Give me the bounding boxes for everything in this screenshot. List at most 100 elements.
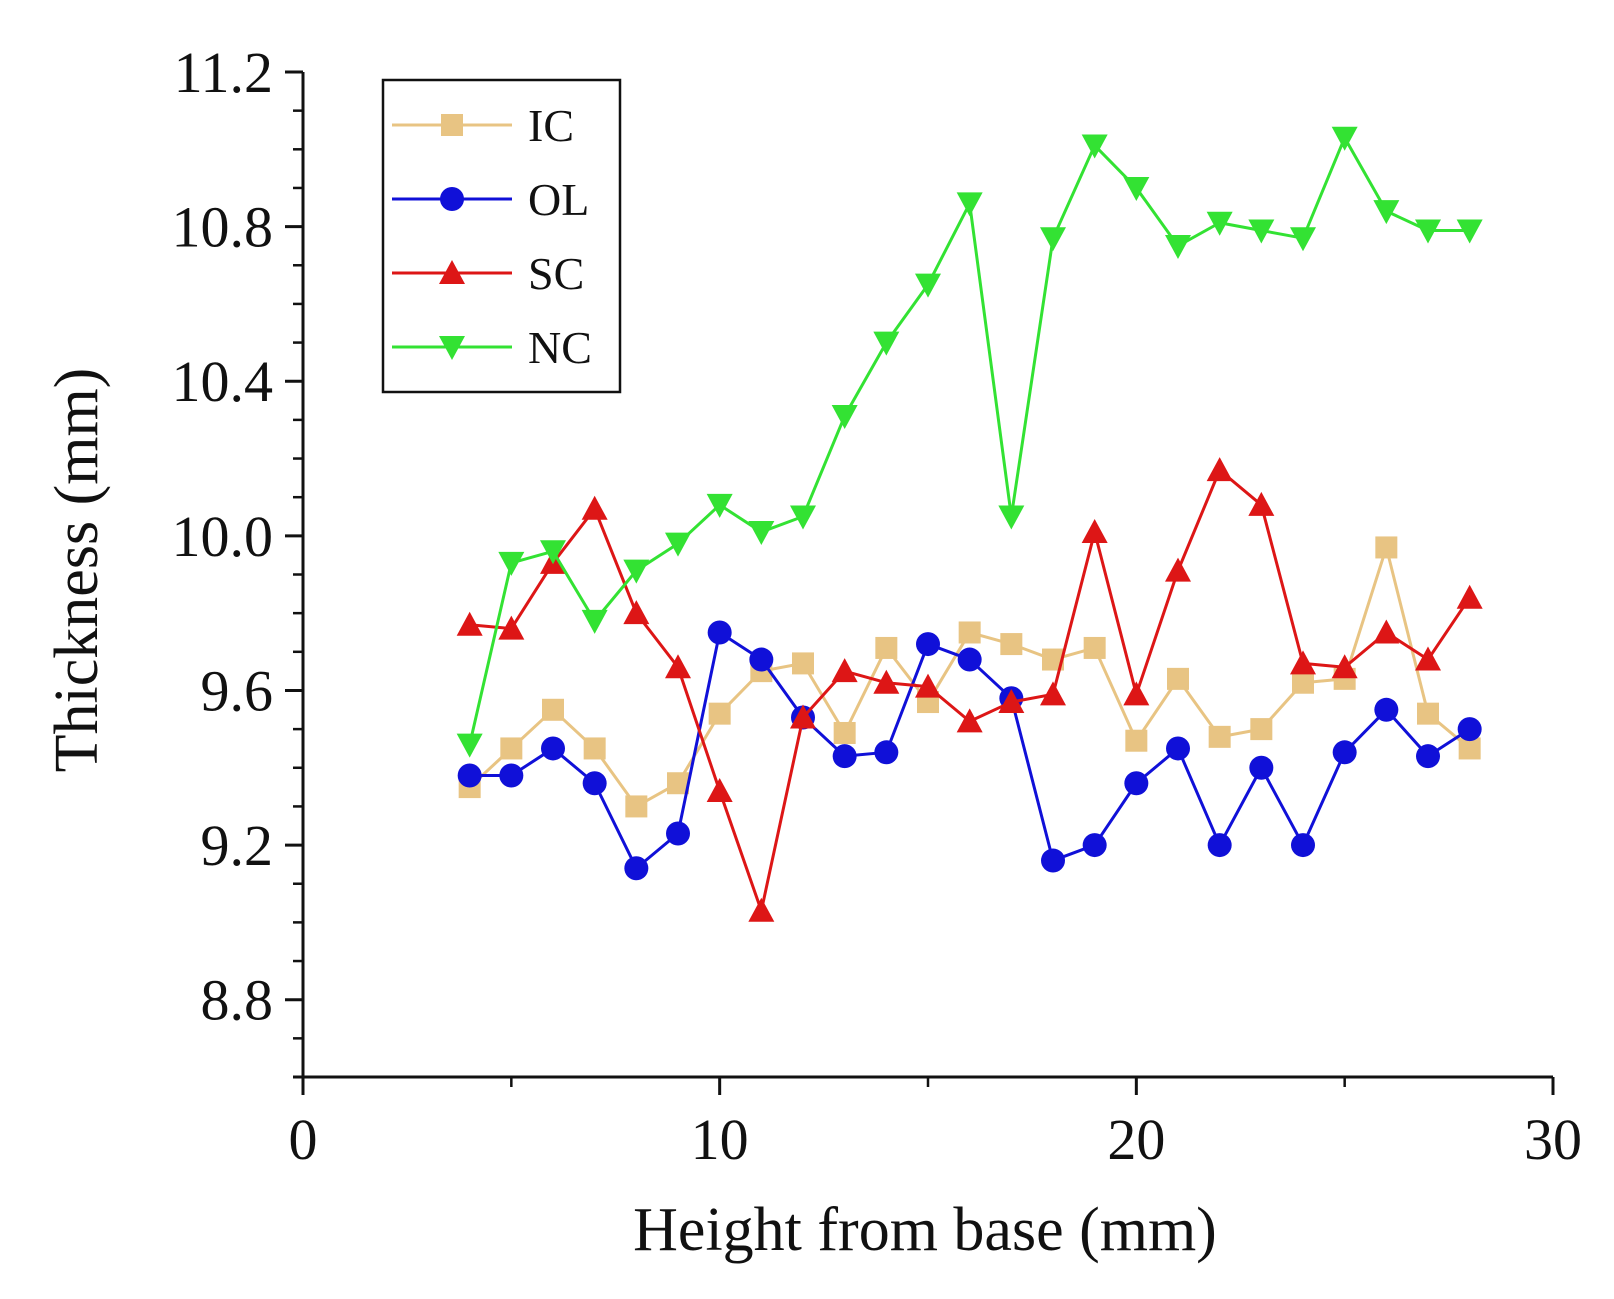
data-point-nc	[540, 540, 566, 565]
x-tick-label: 20	[1107, 1107, 1165, 1172]
data-point-sc	[1373, 619, 1400, 644]
data-point-ic	[1042, 648, 1064, 671]
data-point-sc	[1123, 681, 1150, 706]
data-point-ol	[1124, 771, 1149, 796]
y-tick-label: 10.8	[172, 195, 274, 260]
data-point-sc	[498, 615, 525, 640]
data-point-sc	[665, 654, 691, 679]
data-point-nc	[1165, 234, 1191, 259]
data-point-nc	[581, 609, 608, 634]
data-point-nc	[873, 331, 900, 356]
data-point-ic	[1458, 737, 1481, 760]
data-point-sc	[1415, 646, 1441, 671]
data-point-ol	[1249, 755, 1274, 780]
legend-marker	[440, 187, 464, 211]
data-point-ol	[1332, 740, 1357, 765]
series-nc	[456, 126, 1483, 758]
data-point-nc	[748, 520, 775, 545]
data-point-ol	[832, 744, 857, 769]
data-point-ol	[666, 821, 690, 846]
data-point-sc	[1290, 650, 1316, 675]
data-point-sc	[1040, 681, 1066, 706]
data-point-sc	[790, 704, 816, 729]
legend-item-sc: SC	[392, 248, 584, 299]
y-tick-label: 9.2	[201, 813, 274, 878]
data-point-sc	[1248, 491, 1275, 516]
legend-item-nc: NC	[392, 322, 592, 373]
data-point-sc	[748, 897, 775, 922]
data-point-sc	[1456, 584, 1483, 609]
data-point-ol	[1291, 833, 1315, 858]
data-point-ic	[1375, 536, 1398, 559]
data-point-sc	[1081, 518, 1108, 543]
data-point-ol	[916, 632, 940, 657]
series-ic	[458, 536, 1481, 818]
data-point-nc	[1331, 126, 1358, 151]
data-point-nc	[1290, 227, 1316, 252]
data-point-ol	[957, 647, 982, 672]
data-point-sc	[1331, 654, 1358, 679]
legend: IC OL SC NC	[381, 78, 622, 394]
data-point-sc	[706, 777, 733, 802]
data-point-sc	[956, 708, 983, 733]
legend-marker	[439, 336, 465, 360]
y-tick-label: 11.2	[174, 40, 273, 105]
data-point-ic	[1125, 729, 1148, 752]
data-point-ol	[582, 771, 607, 796]
data-point-nc	[956, 192, 983, 217]
data-point-nc	[1415, 219, 1441, 244]
data-point-ic	[1417, 702, 1439, 725]
x-tick-label: 0	[289, 1107, 318, 1172]
data-point-ol	[541, 736, 565, 761]
data-point-ic	[583, 737, 606, 760]
data-point-nc	[498, 551, 525, 576]
data-point-nc	[623, 559, 650, 584]
legend-box	[381, 78, 622, 394]
legend-item-ic: IC	[392, 100, 574, 151]
legend-marker	[441, 114, 463, 136]
y-tick-label: 8.8	[201, 968, 274, 1033]
data-point-ol	[1207, 833, 1232, 858]
data-point-nc	[915, 273, 941, 298]
x-tick-label: 10	[691, 1107, 749, 1172]
series-sc	[456, 457, 1483, 922]
data-point-ic	[1083, 636, 1106, 659]
data-point-nc	[456, 733, 483, 758]
data-point-sc	[623, 600, 650, 625]
data-point-nc	[665, 532, 691, 557]
data-point-nc	[1248, 219, 1275, 244]
data-point-ol	[874, 740, 899, 765]
legend-label: NC	[528, 322, 592, 373]
data-point-ol	[1082, 833, 1107, 858]
data-point-sc	[831, 658, 858, 683]
data-point-ic	[1208, 725, 1231, 748]
data-point-sc	[1206, 457, 1233, 482]
data-point-ic	[542, 698, 564, 721]
data-point-ol	[624, 856, 649, 881]
data-point-sc	[998, 689, 1025, 714]
data-point-ic	[1292, 671, 1314, 694]
data-point-sc	[915, 673, 941, 698]
legend-marker	[439, 260, 465, 284]
data-point-ic	[1000, 633, 1023, 656]
data-point-ol	[1166, 736, 1190, 761]
data-point-nc	[790, 505, 816, 530]
data-point-ic	[958, 621, 981, 644]
data-point-ic	[1250, 718, 1273, 741]
data-point-ol	[457, 763, 482, 788]
y-tick-label: 10.0	[172, 504, 274, 569]
data-point-ic	[708, 702, 731, 725]
data-point-ic	[500, 737, 523, 760]
data-point-sc	[581, 495, 608, 520]
data-point-ic	[1167, 667, 1189, 690]
legend-item-ol: OL	[392, 174, 589, 225]
data-point-nc	[998, 505, 1025, 530]
data-point-nc	[1081, 134, 1108, 159]
y-tick-label: 9.6	[201, 658, 274, 723]
data-point-sc	[1165, 557, 1191, 582]
data-point-ol	[1416, 744, 1440, 769]
data-point-ic	[792, 652, 814, 675]
legend-label: SC	[528, 248, 584, 299]
data-point-ol	[1457, 717, 1482, 742]
data-point-ol	[707, 620, 732, 645]
